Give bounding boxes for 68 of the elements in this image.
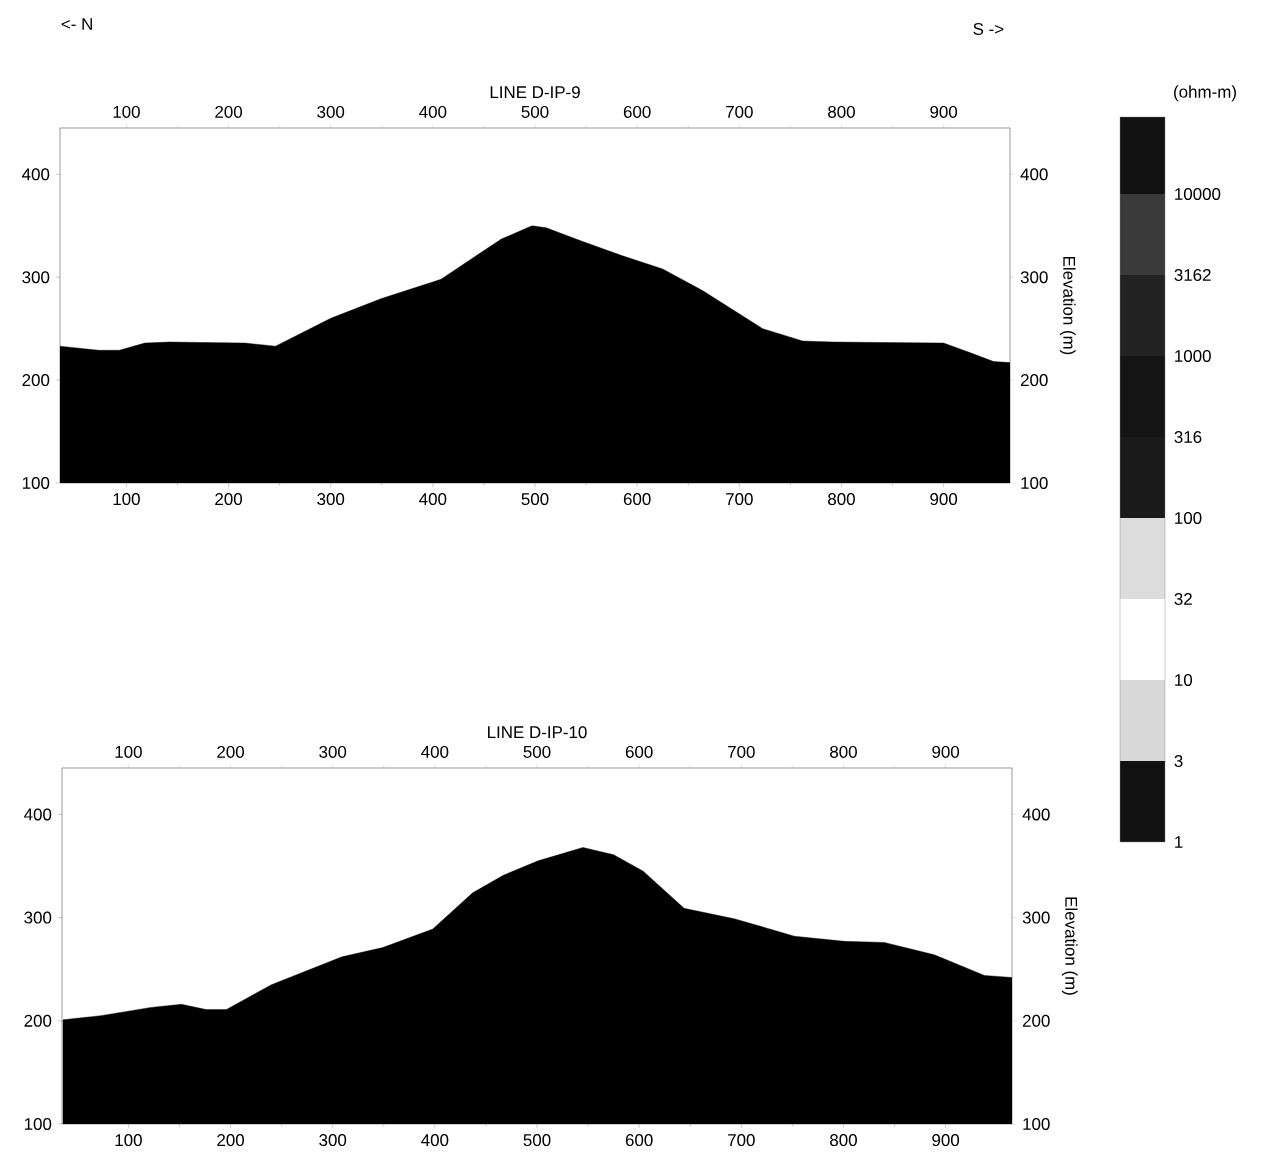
x-tick-label: 600 — [623, 105, 651, 118]
x2-tick-label: 800 — [828, 493, 855, 506]
text: S -> — [973, 22, 1004, 35]
category-label: 316 — [1174, 430, 1202, 443]
x2-tick-label: 700 — [726, 493, 753, 506]
x-tick-label: 600 — [625, 745, 653, 758]
y2-axis-title: Elevation (m) — [1061, 897, 1078, 995]
category-label: 1000 — [1175, 349, 1211, 362]
x-tick-label: 400 — [421, 745, 449, 758]
x-tick-label: 500 — [523, 745, 551, 758]
x-tick-label: 200 — [215, 105, 243, 118]
x2-tick-label: 100 — [113, 493, 140, 506]
x-tick-label: 900 — [930, 105, 958, 118]
x2-tick-label: 900 — [930, 493, 958, 506]
category-label: 3162 — [1174, 268, 1211, 281]
category-label: 1 — [1175, 836, 1183, 848]
y-tick-label: 300 — [22, 271, 50, 284]
x-tick-label: 100 — [113, 105, 140, 118]
y2-tick-label: 200 — [1020, 374, 1048, 387]
category-label: 10 — [1175, 674, 1193, 686]
y-tick-label: 100 — [22, 476, 50, 489]
y2-tick-label: 100 — [1023, 1118, 1050, 1130]
x2-tick-label: 500 — [521, 493, 549, 506]
y2-tick-label: 300 — [1022, 911, 1050, 924]
y2-tick-label: 400 — [1022, 808, 1050, 821]
x-tick-label: 300 — [319, 745, 347, 758]
x2-tick-label: 600 — [623, 493, 651, 506]
y-tick-label: 400 — [24, 808, 52, 821]
x-tick-label: 500 — [521, 105, 549, 118]
chart-title: LINE D-IP-9 — [490, 86, 580, 99]
x2-tick-label: 400 — [421, 1134, 449, 1147]
x2-tick-label: 900 — [932, 1134, 960, 1147]
x2-tick-label: 500 — [523, 1134, 551, 1147]
category-label: 10000 — [1175, 187, 1221, 200]
y-tick-label: 100 — [24, 1118, 52, 1130]
x2-tick-label: 100 — [115, 1134, 142, 1147]
x2-tick-label: 300 — [319, 1134, 347, 1147]
x2-tick-label: 800 — [830, 1134, 857, 1147]
y2-axis-title: Elevation (m) — [1059, 257, 1076, 355]
y2-tick-label: 300 — [1020, 271, 1048, 284]
y-tick-label: 200 — [24, 1014, 52, 1027]
x2-tick-label: 600 — [625, 1134, 653, 1147]
category-label: 100 — [1175, 511, 1202, 524]
y2-tick-label: 400 — [1020, 168, 1048, 181]
y-tick-label: 400 — [22, 168, 50, 181]
category-label: 32 — [1174, 592, 1192, 605]
x2-tick-label: 200 — [217, 1134, 245, 1147]
x-tick-label: 800 — [828, 105, 855, 118]
x-tick-label: 100 — [115, 745, 142, 758]
category-label: 3 — [1174, 755, 1183, 767]
text: (ohm-m) — [1174, 85, 1236, 102]
x-tick-label: 700 — [726, 105, 753, 118]
text: <- N — [61, 18, 92, 30]
x2-tick-label: 400 — [419, 493, 447, 506]
y2-tick-label: 100 — [1021, 476, 1048, 489]
y-tick-label: 200 — [22, 374, 50, 387]
x2-tick-label: 300 — [317, 493, 345, 506]
x-tick-label: 200 — [217, 745, 245, 758]
x2-tick-label: 700 — [728, 1134, 755, 1147]
y2-tick-label: 200 — [1022, 1014, 1050, 1027]
x-tick-label: 800 — [830, 745, 857, 758]
x-tick-label: 300 — [317, 105, 345, 118]
y-tick-label: 300 — [24, 911, 52, 924]
x-tick-label: 700 — [728, 745, 755, 758]
chart-title: LINE D-IP-10 — [488, 726, 587, 739]
x-tick-label: 400 — [419, 105, 447, 118]
x-tick-label: 900 — [932, 745, 960, 758]
x2-tick-label: 200 — [215, 493, 243, 506]
